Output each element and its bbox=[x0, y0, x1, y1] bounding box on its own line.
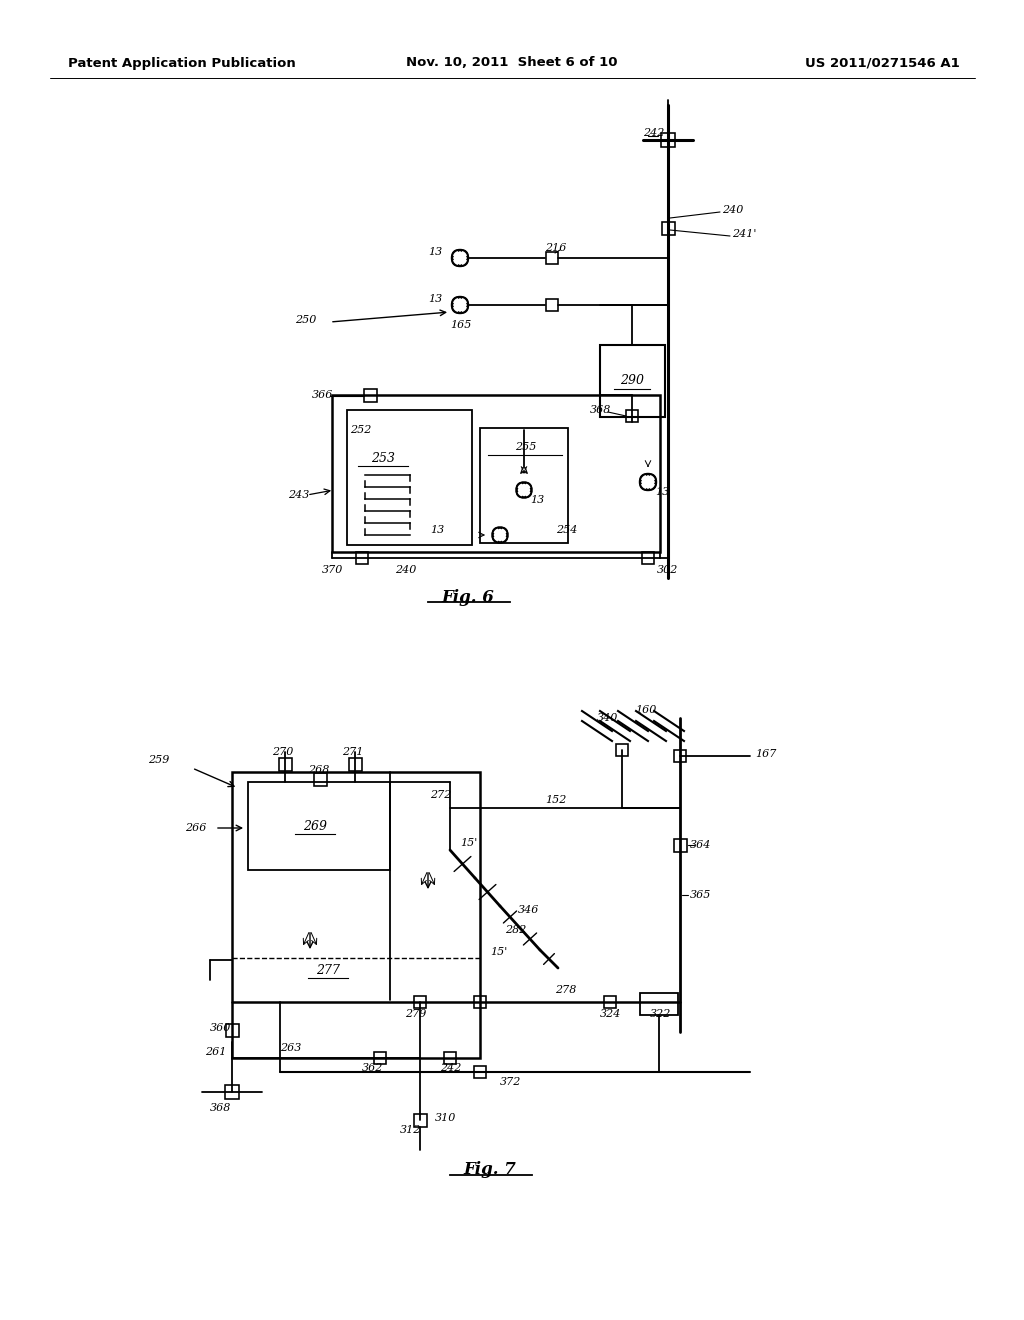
Bar bbox=[662, 133, 675, 147]
Text: 266: 266 bbox=[185, 822, 207, 833]
Text: 13: 13 bbox=[530, 495, 544, 506]
Text: 366: 366 bbox=[312, 389, 334, 400]
Bar bbox=[600, 345, 665, 417]
Text: 254: 254 bbox=[556, 525, 578, 535]
Text: Fig. 7: Fig. 7 bbox=[464, 1162, 516, 1179]
Bar bbox=[232, 772, 480, 1059]
Text: 270: 270 bbox=[272, 747, 293, 756]
Text: 252: 252 bbox=[350, 425, 372, 436]
Text: 152: 152 bbox=[545, 795, 566, 805]
Bar bbox=[604, 997, 616, 1008]
Bar bbox=[374, 1052, 386, 1064]
Text: 13: 13 bbox=[428, 294, 442, 304]
Text: 364: 364 bbox=[690, 840, 712, 850]
Text: 365: 365 bbox=[690, 890, 712, 900]
Bar bbox=[349, 758, 362, 771]
Text: 250: 250 bbox=[295, 315, 316, 325]
Bar bbox=[480, 428, 568, 543]
Text: 302: 302 bbox=[657, 565, 678, 576]
Bar bbox=[444, 1052, 456, 1064]
Text: 370: 370 bbox=[322, 565, 343, 576]
Bar bbox=[546, 252, 558, 264]
Bar bbox=[626, 411, 638, 422]
Text: 263: 263 bbox=[280, 1043, 301, 1053]
Text: 242: 242 bbox=[440, 1063, 462, 1073]
Bar bbox=[226, 1024, 239, 1038]
Text: 13: 13 bbox=[655, 487, 670, 498]
Text: 277: 277 bbox=[316, 964, 340, 977]
Text: 15': 15' bbox=[490, 946, 507, 957]
Bar bbox=[662, 222, 675, 235]
Text: 160: 160 bbox=[635, 705, 656, 715]
Text: 253: 253 bbox=[371, 451, 395, 465]
Text: 324: 324 bbox=[600, 1008, 622, 1019]
Bar bbox=[414, 1114, 427, 1127]
Bar bbox=[248, 781, 390, 870]
Bar bbox=[314, 774, 327, 785]
Text: 241': 241' bbox=[732, 228, 757, 239]
Text: 346: 346 bbox=[518, 906, 540, 915]
Text: 240: 240 bbox=[395, 565, 417, 576]
Text: 279: 279 bbox=[406, 1008, 426, 1019]
Text: 13: 13 bbox=[430, 525, 444, 535]
Text: 271: 271 bbox=[342, 747, 364, 756]
Bar bbox=[474, 1067, 486, 1078]
Text: 290: 290 bbox=[620, 375, 644, 388]
Text: 240: 240 bbox=[722, 205, 743, 215]
Text: 310: 310 bbox=[435, 1113, 457, 1123]
Text: 362: 362 bbox=[362, 1063, 383, 1073]
Text: Patent Application Publication: Patent Application Publication bbox=[68, 57, 296, 70]
Text: 368: 368 bbox=[590, 405, 611, 414]
Text: 360: 360 bbox=[210, 1023, 231, 1034]
Bar bbox=[332, 395, 660, 552]
Text: US 2011/0271546 A1: US 2011/0271546 A1 bbox=[805, 57, 961, 70]
Text: 261: 261 bbox=[205, 1047, 226, 1057]
Text: 278: 278 bbox=[555, 985, 577, 995]
Text: 243: 243 bbox=[288, 490, 309, 500]
Text: 13: 13 bbox=[428, 247, 442, 257]
Bar bbox=[347, 411, 472, 545]
Bar bbox=[279, 758, 292, 771]
Text: 322: 322 bbox=[650, 1008, 672, 1019]
Text: 340: 340 bbox=[597, 713, 618, 723]
Text: 312: 312 bbox=[400, 1125, 421, 1135]
Text: 269: 269 bbox=[303, 820, 327, 833]
Text: 259: 259 bbox=[148, 755, 169, 766]
Text: 272: 272 bbox=[430, 789, 452, 800]
Text: Nov. 10, 2011  Sheet 6 of 10: Nov. 10, 2011 Sheet 6 of 10 bbox=[407, 57, 617, 70]
Bar bbox=[640, 993, 678, 1015]
Text: 282: 282 bbox=[505, 925, 526, 935]
Bar bbox=[356, 552, 368, 564]
Text: 255: 255 bbox=[515, 442, 537, 451]
Bar bbox=[546, 300, 558, 312]
Text: Fig. 6: Fig. 6 bbox=[441, 589, 495, 606]
Bar bbox=[225, 1085, 239, 1100]
Bar bbox=[674, 840, 687, 851]
Bar bbox=[616, 744, 628, 756]
Bar bbox=[642, 552, 654, 564]
Text: 268: 268 bbox=[308, 766, 330, 775]
Text: 242: 242 bbox=[643, 128, 665, 139]
Bar bbox=[674, 750, 686, 762]
Text: 372: 372 bbox=[500, 1077, 521, 1086]
Bar bbox=[414, 997, 426, 1008]
Text: 216: 216 bbox=[545, 243, 566, 253]
Text: 15': 15' bbox=[460, 838, 477, 847]
Bar bbox=[474, 997, 486, 1008]
Bar bbox=[364, 389, 377, 403]
Text: 165: 165 bbox=[450, 319, 471, 330]
Text: 167: 167 bbox=[755, 748, 776, 759]
Text: 368: 368 bbox=[210, 1104, 231, 1113]
